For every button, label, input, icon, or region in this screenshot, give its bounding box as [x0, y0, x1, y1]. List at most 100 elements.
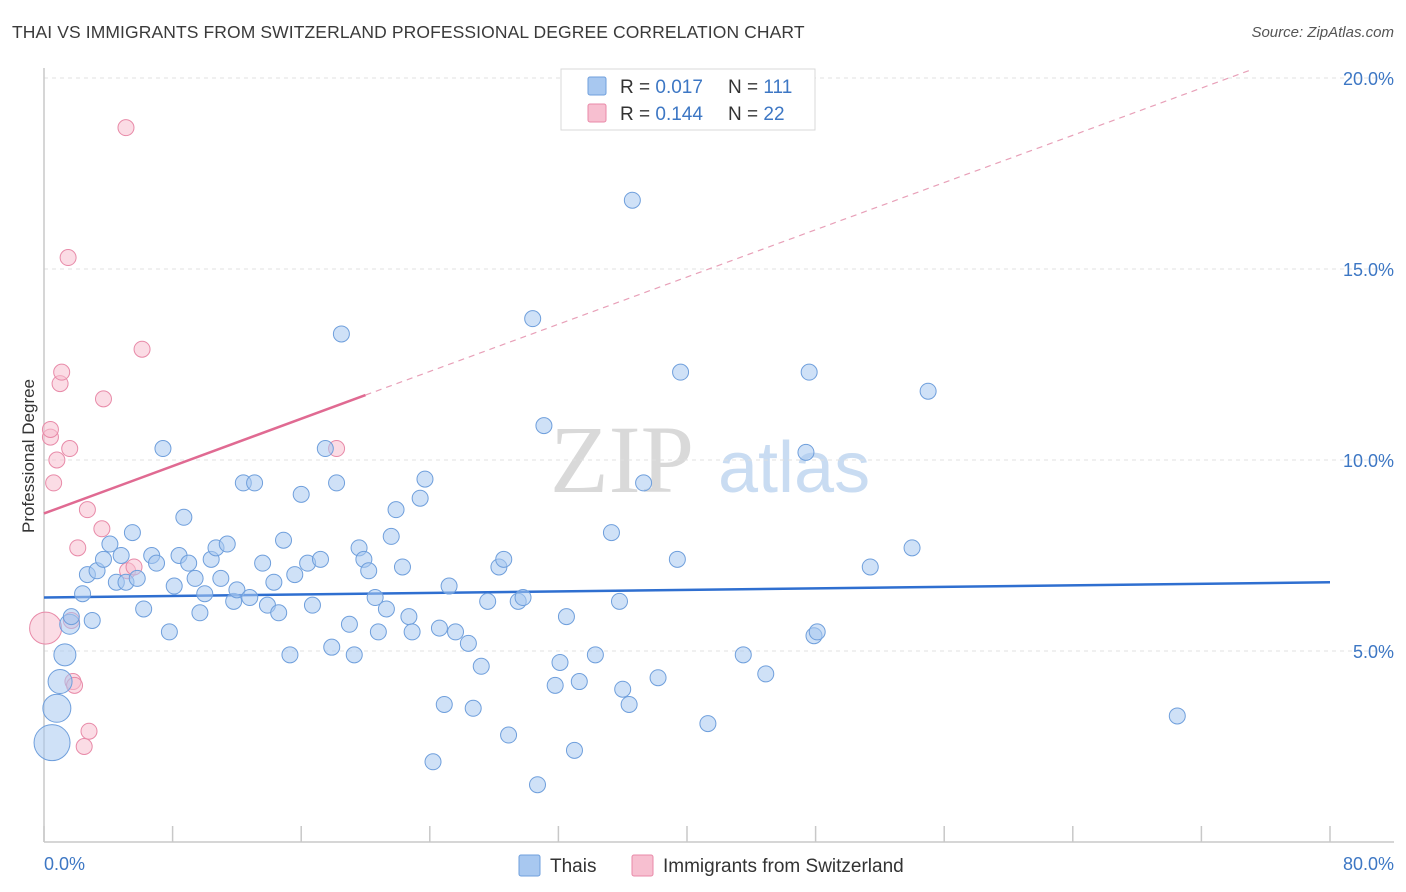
swiss-point [69, 539, 87, 557]
x-tick-label-min: 0.0% [44, 854, 85, 874]
thais-point [94, 550, 112, 568]
thais-point [366, 589, 384, 607]
thais-point [668, 550, 686, 568]
thais-point [400, 608, 418, 626]
thais-point [440, 577, 458, 595]
legend-label-thais: Thais [550, 856, 596, 877]
thais-point [254, 554, 272, 572]
swiss-point [78, 501, 96, 519]
thais-point [620, 695, 638, 713]
thais-point [148, 554, 166, 572]
thais-point [377, 600, 395, 618]
swiss-points [29, 119, 346, 755]
thais-point [387, 501, 405, 519]
watermark-atlas: atlas [718, 428, 870, 508]
legend-label-swiss: Immigrants from Switzerland [663, 856, 904, 877]
swiss-point [48, 451, 66, 469]
thais-point [165, 577, 183, 595]
thais-point [430, 619, 448, 637]
thais-point [464, 699, 482, 717]
thais-point [212, 569, 230, 587]
thais-point [123, 524, 141, 542]
thais-point [135, 600, 153, 618]
y-tick-label: 5.0% [1353, 642, 1394, 662]
thais-point [175, 508, 193, 526]
thais-point [411, 489, 429, 507]
thais-point [265, 573, 283, 591]
thais-point [128, 569, 146, 587]
thais-point [345, 646, 363, 664]
stats-legend: R = 0.017 N = 111 R = 0.144 N = 22 [560, 68, 816, 131]
gridlines [44, 77, 1394, 652]
thais-point [557, 608, 575, 626]
thais-point [623, 191, 641, 209]
thais-point [228, 581, 246, 599]
thais-point [311, 550, 329, 568]
thais-point [551, 653, 569, 671]
swiss-trend-extension [365, 69, 1250, 396]
thais-point [699, 715, 717, 733]
n-label: N = [728, 77, 763, 98]
thais-point [808, 623, 826, 641]
thais-point [101, 535, 119, 553]
thais-point [332, 325, 350, 343]
thais-point [83, 611, 101, 629]
thais-point [270, 604, 288, 622]
thais-point [328, 474, 346, 492]
thais-trend-line [43, 580, 1331, 599]
swiss-trend-line [43, 393, 366, 515]
stats-legend-swatch-thais [587, 76, 607, 96]
thais-point [546, 676, 564, 694]
n-value-swiss: 22 [763, 104, 784, 125]
thais-point [797, 443, 815, 461]
r-value-thais: 0.017 [655, 77, 703, 98]
thais-point [316, 440, 334, 458]
trend-lines [43, 69, 1331, 599]
thais-point [757, 665, 775, 683]
thais-point [281, 646, 299, 664]
thais-point [435, 695, 453, 713]
swiss-point [75, 738, 93, 755]
thais-point [614, 680, 632, 698]
r-label: R = [620, 77, 655, 98]
thais-point [610, 592, 628, 610]
swiss-point [61, 440, 79, 458]
thais-points [33, 191, 1186, 794]
thais-point [472, 657, 490, 675]
thais-point [286, 566, 304, 584]
thais-point [479, 592, 497, 610]
thais-point [393, 558, 411, 576]
thais-point [303, 596, 321, 614]
thais-point [635, 474, 653, 492]
series-legend: Thais Immigrants from Switzerland [518, 854, 904, 877]
thais-point [602, 524, 620, 542]
swiss-point [93, 520, 111, 538]
thais-point [570, 673, 588, 691]
source-credit: Source: ZipAtlas.com [1251, 24, 1394, 41]
thais-point [154, 440, 172, 458]
r-label: R = [620, 104, 655, 125]
x-tick-label-max: 80.0% [1343, 854, 1394, 874]
thais-point [241, 589, 259, 607]
swiss-point [45, 474, 63, 492]
thais-point [514, 589, 532, 607]
swiss-point [59, 249, 77, 267]
thais-point [524, 310, 542, 328]
y-tick-labels: 5.0% 10.0% 15.0% 20.0% [1343, 69, 1394, 662]
thais-point [191, 604, 209, 622]
thais-point [33, 724, 71, 762]
swiss-point [94, 390, 112, 408]
y-axis-title: Professional Degree [19, 379, 38, 533]
thais-point [403, 623, 421, 641]
thais-point [160, 623, 178, 641]
thais-point [275, 531, 293, 549]
thais-point [649, 669, 667, 687]
thais-point [53, 643, 77, 667]
thais-point [416, 470, 434, 488]
legend-swatch-thais [518, 854, 541, 877]
thais-point [800, 363, 818, 381]
thais-point [500, 726, 518, 744]
thais-point [246, 474, 264, 492]
thais-point [495, 550, 513, 568]
